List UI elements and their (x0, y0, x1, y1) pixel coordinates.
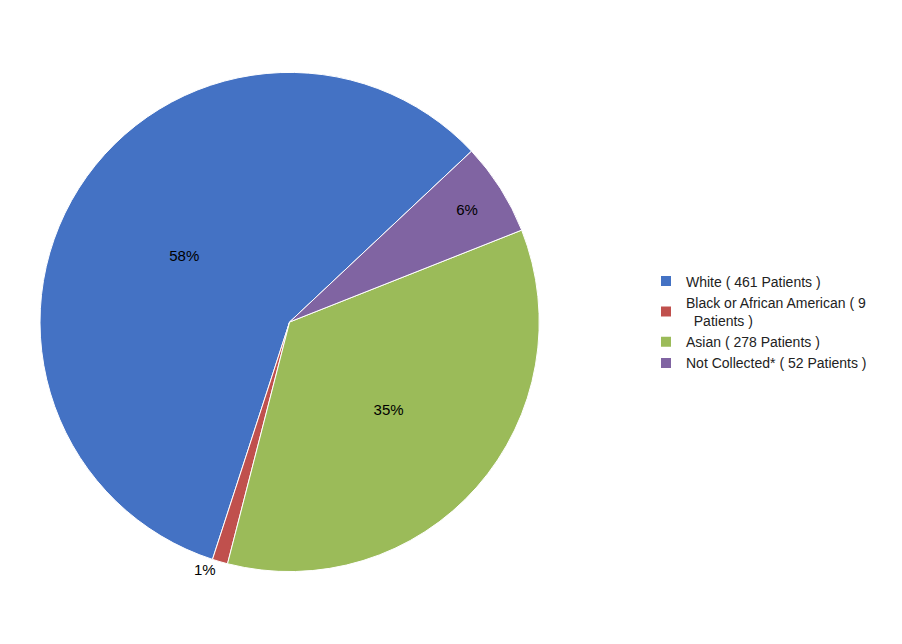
svg-text:58%: 58% (169, 247, 199, 264)
svg-text:Not Collected* ( 52 Patients ): Not Collected* ( 52 Patients ) (686, 355, 867, 371)
svg-text:White ( 461 Patients ): White ( 461 Patients ) (686, 274, 821, 290)
svg-text:Black or African American ( 9: Black or African American ( 9 Patients ) (686, 295, 866, 329)
svg-text:Asian ( 278 Patients ): Asian ( 278 Patients ) (686, 334, 820, 350)
svg-text:6%: 6% (456, 201, 478, 218)
svg-text:35%: 35% (374, 401, 404, 418)
svg-text:1%: 1% (194, 561, 216, 578)
